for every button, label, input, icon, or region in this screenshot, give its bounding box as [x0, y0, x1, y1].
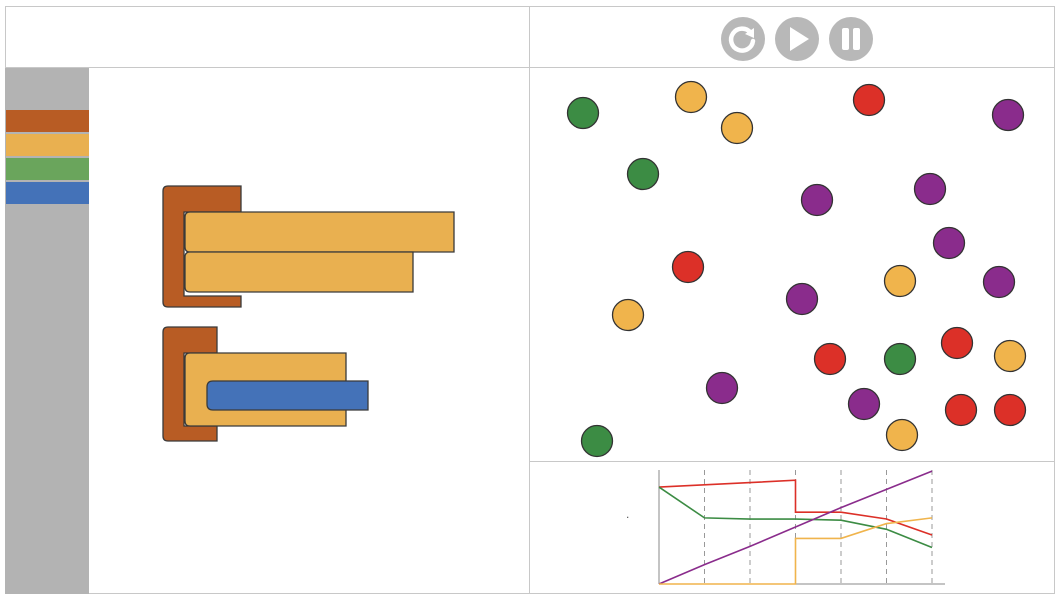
simulation-stage[interactable] [529, 67, 1055, 462]
color-palette [5, 68, 89, 594]
reset-icon [728, 26, 756, 53]
toolbar-left [5, 6, 530, 68]
orange-block[interactable] [184, 211, 455, 253]
swatch-green[interactable] [6, 158, 89, 180]
pause-icon [842, 28, 860, 50]
swatch-brown[interactable] [6, 110, 89, 132]
swatch-orange[interactable] [6, 134, 89, 156]
blue-block[interactable] [206, 380, 369, 411]
block-group-1 [162, 185, 455, 308]
block-workspace[interactable] [5, 67, 530, 594]
container-block[interactable] [162, 185, 242, 308]
pause-button[interactable] [829, 17, 873, 61]
swatch-blue[interactable] [6, 182, 89, 204]
graph-legend-dot: . [626, 507, 630, 521]
play-button[interactable] [775, 17, 819, 61]
play-icon [790, 27, 809, 51]
reset-button[interactable] [721, 17, 765, 61]
graph-panel [529, 461, 1055, 594]
block-group-2 [162, 326, 369, 442]
orange-block[interactable] [184, 251, 414, 293]
